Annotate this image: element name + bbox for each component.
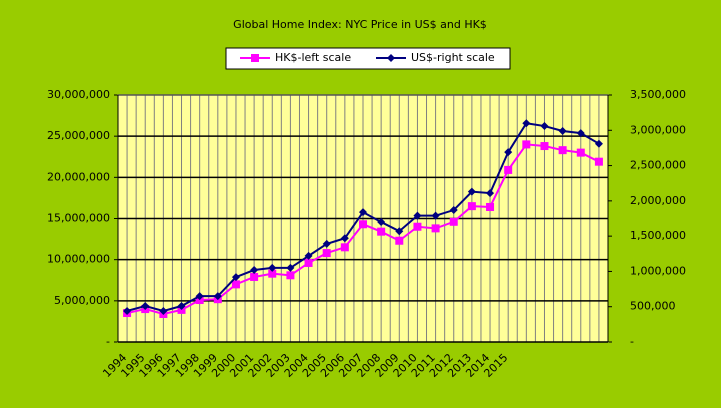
- y-tick-label: 30,000,000: [47, 88, 110, 101]
- y2-tick-label: 3,000,000: [630, 123, 686, 136]
- point: [486, 189, 495, 198]
- point: [540, 142, 549, 151]
- point: [522, 140, 531, 149]
- point: [504, 148, 513, 157]
- y-tick-label: 25,000,000: [47, 129, 110, 142]
- y-tick-label: 15,000,000: [47, 212, 110, 225]
- point: [486, 202, 495, 211]
- point: [340, 243, 349, 252]
- point: [159, 306, 168, 315]
- point: [467, 202, 476, 211]
- point: [250, 272, 259, 281]
- point: [340, 234, 349, 243]
- point: [377, 218, 386, 227]
- point: [123, 306, 132, 315]
- point: [413, 211, 422, 220]
- point: [359, 220, 367, 229]
- point: [540, 122, 549, 131]
- y2-tick-label: 2,000,000: [630, 194, 686, 207]
- point: [467, 187, 476, 196]
- point: [231, 280, 240, 289]
- point: [286, 271, 295, 280]
- y-tick-label: 10,000,000: [47, 253, 110, 266]
- point: [395, 236, 404, 245]
- y2-tick-label: 2,500,000: [630, 159, 686, 172]
- legend-label: US$-right scale: [411, 51, 495, 64]
- legend-marker: [387, 54, 395, 62]
- point: [558, 146, 567, 155]
- point: [576, 129, 585, 138]
- point: [268, 263, 277, 272]
- y-tick-label: 20,000,000: [47, 170, 110, 183]
- point: [558, 126, 567, 135]
- point: [304, 251, 313, 260]
- point: [576, 148, 585, 157]
- legend-label: HK$-left scale: [275, 51, 351, 64]
- point: [413, 222, 422, 231]
- legend-box: [225, 47, 511, 70]
- point: [250, 266, 259, 275]
- point: [522, 119, 531, 128]
- point: [431, 224, 440, 233]
- chart-title: Global Home Index: NYC Price in US$ and …: [233, 18, 487, 31]
- point: [231, 273, 240, 282]
- legend-marker: [251, 54, 259, 62]
- point: [395, 227, 404, 236]
- y2-tick-label: -: [630, 335, 634, 348]
- point: [449, 206, 458, 215]
- y-tick-label: 5,000,000: [54, 294, 110, 307]
- point: [594, 139, 603, 148]
- point: [504, 165, 513, 174]
- point: [322, 249, 331, 258]
- point: [286, 263, 295, 272]
- y-tick-label: -: [106, 335, 110, 348]
- point: [359, 208, 367, 217]
- point: [377, 227, 386, 236]
- point: [431, 211, 440, 220]
- point: [322, 239, 331, 248]
- point: [594, 157, 603, 166]
- point: [177, 302, 186, 311]
- point: [268, 269, 277, 278]
- point: [195, 292, 204, 301]
- y2-tick-label: 3,500,000: [630, 88, 686, 101]
- y2-tick-label: 500,000: [630, 300, 676, 313]
- point: [449, 217, 458, 226]
- point: [141, 302, 150, 311]
- y2-tick-label: 1,500,000: [630, 229, 686, 242]
- point: [213, 292, 222, 301]
- y2-tick-label: 1,000,000: [630, 264, 686, 277]
- point: [304, 258, 313, 267]
